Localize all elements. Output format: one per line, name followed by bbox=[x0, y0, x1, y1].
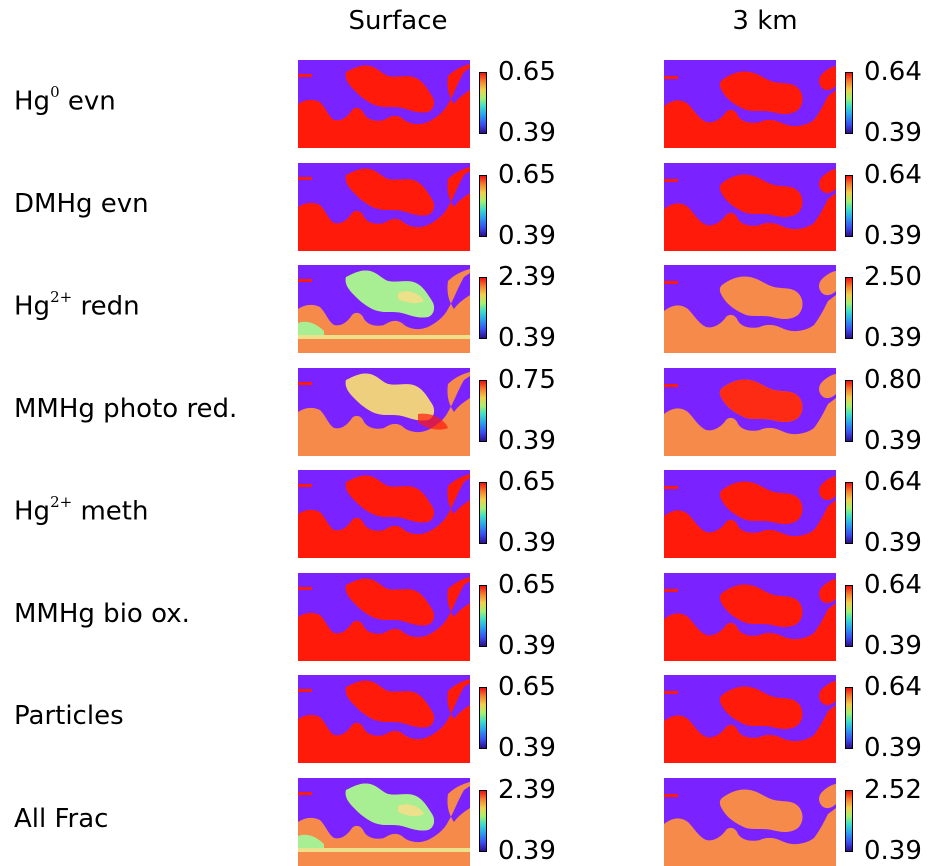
colorbar-max-label: 2.52 bbox=[864, 774, 922, 805]
row-label-text: Particles bbox=[14, 701, 124, 731]
colorbar-max-label: 2.39 bbox=[498, 262, 556, 292]
colorbar-max-label: 0.65 bbox=[498, 467, 556, 497]
map-panel bbox=[298, 367, 470, 456]
row-label: MMHg photo red. bbox=[14, 394, 237, 424]
colorbar bbox=[845, 277, 853, 339]
colorbar-max-label: 0.64 bbox=[864, 57, 922, 87]
colorbar bbox=[479, 789, 487, 852]
row-label-text: All Frac bbox=[14, 803, 109, 834]
map-panel bbox=[298, 162, 470, 251]
map-panel bbox=[298, 470, 470, 558]
colorbar-min-label: 0.39 bbox=[498, 835, 556, 866]
colorbar-max-label: 0.65 bbox=[498, 672, 556, 702]
colorbar-max-label: 2.39 bbox=[498, 774, 556, 805]
map-panel bbox=[298, 572, 470, 661]
colorbar-min-label: 0.39 bbox=[864, 118, 922, 148]
colorbar-max-label: 2.50 bbox=[864, 262, 922, 292]
map-panel bbox=[298, 60, 470, 148]
map-panel bbox=[664, 777, 836, 866]
row-label: Particles bbox=[14, 701, 124, 731]
colorbar-min-label: 0.39 bbox=[498, 528, 556, 558]
row-label-superscript: 2+ bbox=[50, 493, 73, 511]
colorbar-min-label: 0.39 bbox=[864, 528, 922, 558]
colorbar-max-label: 0.65 bbox=[498, 57, 556, 87]
map-panel bbox=[298, 265, 470, 353]
colorbar bbox=[479, 584, 487, 647]
row-label-text: MMHg bio ox. bbox=[14, 598, 190, 629]
row-label: DMHg evn bbox=[14, 189, 149, 219]
colorbar bbox=[845, 687, 853, 749]
colorbar-max-label: 0.65 bbox=[498, 159, 556, 190]
map-panel bbox=[664, 572, 836, 661]
colorbar-min-label: 0.39 bbox=[864, 323, 922, 353]
colorbar bbox=[479, 482, 487, 544]
column-title-1: 3 km bbox=[732, 6, 798, 36]
colorbar bbox=[479, 174, 487, 237]
colorbar-max-label: 0.75 bbox=[498, 364, 556, 395]
colorbar bbox=[479, 379, 487, 442]
row-label: Hg0 evn bbox=[14, 83, 116, 117]
map-panel bbox=[664, 265, 836, 353]
colorbar-min-label: 0.39 bbox=[864, 425, 922, 456]
map-panel bbox=[664, 470, 836, 558]
colorbar-min-label: 0.39 bbox=[864, 630, 922, 661]
colorbar-max-label: 0.64 bbox=[864, 569, 922, 600]
row-label-text: Hg bbox=[14, 496, 51, 527]
colorbar bbox=[845, 482, 853, 544]
colorbar bbox=[479, 277, 487, 339]
row-label: All Frac bbox=[14, 804, 108, 834]
map-panel bbox=[664, 675, 836, 763]
row-label-text: Hg bbox=[14, 86, 51, 117]
row-label-text: MMHg photo red. bbox=[14, 393, 238, 424]
colorbar-min-label: 0.39 bbox=[498, 323, 556, 353]
row-label-superscript: 0 bbox=[50, 83, 60, 101]
colorbar bbox=[845, 379, 853, 442]
column-title-0: Surface bbox=[348, 6, 448, 36]
colorbar-max-label: 0.65 bbox=[498, 569, 556, 600]
colorbar bbox=[845, 584, 853, 647]
colorbar-min-label: 0.39 bbox=[864, 835, 922, 866]
row-label-superscript: 2+ bbox=[50, 288, 73, 306]
row-label-text: DMHg evn bbox=[14, 188, 149, 219]
row-label: MMHg bio ox. bbox=[14, 599, 190, 629]
colorbar-min-label: 0.39 bbox=[864, 220, 922, 251]
row-label: Hg2+ redn bbox=[14, 288, 140, 322]
map-panel bbox=[664, 367, 836, 456]
row-label-suffix: meth bbox=[72, 496, 149, 527]
map-panel bbox=[664, 162, 836, 251]
row-label-suffix: redn bbox=[72, 291, 140, 322]
map-panel bbox=[664, 60, 836, 148]
colorbar-min-label: 0.39 bbox=[498, 118, 556, 148]
colorbar bbox=[845, 789, 853, 852]
colorbar-max-label: 0.64 bbox=[864, 467, 922, 497]
colorbar-min-label: 0.39 bbox=[498, 733, 556, 763]
row-label: Hg2+ meth bbox=[14, 493, 149, 527]
map-panel bbox=[298, 675, 470, 763]
colorbar bbox=[479, 687, 487, 749]
row-label-suffix: evn bbox=[59, 86, 116, 117]
map-panel bbox=[298, 777, 470, 866]
colorbar bbox=[845, 72, 853, 134]
colorbar bbox=[845, 174, 853, 237]
colorbar-min-label: 0.39 bbox=[498, 425, 556, 456]
colorbar-max-label: 0.80 bbox=[864, 364, 922, 395]
colorbar-min-label: 0.39 bbox=[498, 630, 556, 661]
colorbar bbox=[479, 72, 487, 134]
colorbar-max-label: 0.64 bbox=[864, 672, 922, 702]
colorbar-max-label: 0.64 bbox=[864, 159, 922, 190]
colorbar-min-label: 0.39 bbox=[864, 733, 922, 763]
colorbar-min-label: 0.39 bbox=[498, 220, 556, 251]
row-label-text: Hg bbox=[14, 291, 51, 322]
